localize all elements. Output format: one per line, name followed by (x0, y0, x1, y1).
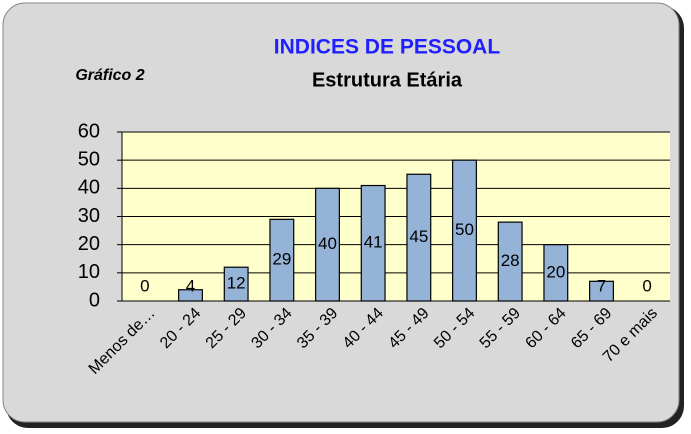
data-label: 28 (501, 251, 520, 270)
data-label: 45 (409, 227, 428, 246)
bar (452, 159, 477, 302)
bar (178, 289, 203, 302)
y-tick-label: 20 (78, 233, 100, 255)
data-label: 41 (364, 233, 383, 252)
y-tick-label: 50 (78, 148, 100, 170)
bar (589, 280, 614, 302)
bar (497, 221, 523, 302)
data-label: 12 (227, 274, 246, 293)
data-label: 29 (272, 250, 291, 269)
data-label: 40 (318, 234, 337, 253)
y-tick-label: 10 (78, 261, 100, 283)
y-tick-label: 0 (89, 289, 100, 311)
chart-subtitle: Estrutura Etária (312, 69, 463, 91)
y-tick-label: 40 (78, 177, 100, 199)
bar (223, 266, 249, 302)
bar (360, 184, 386, 302)
data-label: 7 (597, 276, 606, 295)
data-label: 4 (186, 276, 195, 295)
bar (406, 173, 432, 302)
data-label: 0 (642, 276, 651, 295)
data-label: 20 (546, 262, 565, 281)
data-label: 0 (140, 276, 149, 295)
bar (269, 218, 295, 302)
chart-title: INDICES DE PESSOAL (274, 36, 501, 59)
annotation: Gráfico 2 (75, 67, 144, 84)
data-label: 50 (455, 220, 474, 239)
y-tick-label: 60 (78, 120, 100, 142)
bar (543, 244, 569, 302)
bar (315, 187, 340, 302)
y-tick-label: 30 (78, 205, 100, 227)
